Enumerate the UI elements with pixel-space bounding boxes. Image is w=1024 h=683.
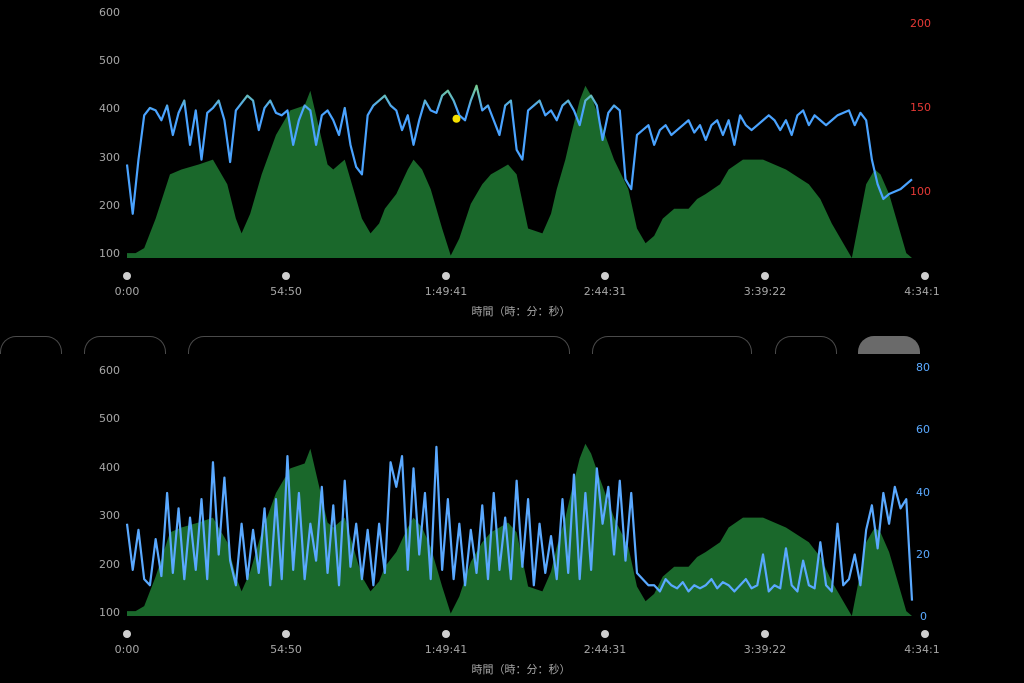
- top-x-dot-2[interactable]: [442, 272, 450, 280]
- bottom-y-left-tick-500: 500: [99, 412, 120, 425]
- top-y-right-tick-100: 100: [910, 185, 931, 198]
- range-pill-1[interactable]: [0, 336, 62, 354]
- range-pill-5[interactable]: [775, 336, 837, 354]
- bottom-y-right-axis: 80 60 40 20 0: [916, 361, 930, 623]
- top-x-dot-0[interactable]: [123, 272, 131, 280]
- top-y-left-tick-300: 300: [99, 151, 120, 164]
- bottom-x-axis: 0:00 54:50 1:49:41 2:44:31 3:39:22 4:34:…: [115, 630, 940, 676]
- bottom-x-dot-5[interactable]: [921, 630, 929, 638]
- bottom-x-tick-4: 3:39:22: [744, 643, 786, 656]
- top-y-left-axis: 600 500 400 300 200 100: [99, 6, 120, 260]
- bottom-x-tick-3: 2:44:31: [584, 643, 626, 656]
- top-y-right-axis: 200 150 100: [910, 17, 931, 198]
- bottom-y-right-tick-60: 60: [916, 423, 930, 436]
- top-x-tick-2: 1:49:41: [425, 285, 467, 298]
- top-y-right-tick-150: 150: [910, 101, 931, 114]
- bottom-y-left-axis: 600 500 400 300 200 100: [99, 364, 120, 619]
- top-y-left-tick-600: 600: [99, 6, 120, 19]
- range-pill-2[interactable]: [84, 336, 166, 354]
- top-x-dot-3[interactable]: [601, 272, 609, 280]
- bottom-y-right-tick-40: 40: [916, 486, 930, 499]
- bottom-x-tick-1: 54:50: [270, 643, 302, 656]
- range-pill-4[interactable]: [592, 336, 752, 354]
- bottom-x-dot-3[interactable]: [601, 630, 609, 638]
- top-x-tick-4: 3:39:22: [744, 285, 786, 298]
- top-x-tick-1: 54:50: [270, 285, 302, 298]
- top-y-left-tick-200: 200: [99, 199, 120, 212]
- bottom-x-dot-4[interactable]: [761, 630, 769, 638]
- bottom-y-left-tick-400: 400: [99, 461, 120, 474]
- chart0-marker-0[interactable]: [452, 114, 461, 123]
- chart1-series-1-line: [125, 445, 914, 601]
- bottom-y-right-tick-80: 80: [916, 361, 930, 374]
- top-y-left-tick-400: 400: [99, 102, 120, 115]
- bottom-x-dot-2[interactable]: [442, 630, 450, 638]
- top-y-left-tick-500: 500: [99, 54, 120, 67]
- bottom-y-right-tick-20: 20: [916, 548, 930, 561]
- top-y-right-tick-200: 200: [910, 17, 931, 30]
- bottom-x-axis-title: 時間（時：分：秒）: [472, 662, 571, 676]
- bottom-y-left-tick-100: 100: [99, 606, 120, 619]
- bottom-y-right-tick-0: 0: [920, 610, 927, 623]
- bottom-y-left-tick-200: 200: [99, 558, 120, 571]
- bottom-x-tick-2: 1:49:41: [425, 643, 467, 656]
- top-x-tick-3: 2:44:31: [584, 285, 626, 298]
- chart1-series-0-area: [127, 443, 912, 616]
- range-pill-3[interactable]: [188, 336, 570, 354]
- top-x-axis-title: 時間（時：分：秒）: [472, 304, 571, 318]
- bottom-x-dot-1[interactable]: [282, 630, 290, 638]
- range-pill-6[interactable]: [858, 336, 920, 354]
- bottom-x-tick-0: 0:00: [115, 643, 140, 656]
- top-x-dot-1[interactable]: [282, 272, 290, 280]
- top-x-tick-0: 0:00: [115, 285, 140, 298]
- top-x-dot-4[interactable]: [761, 272, 769, 280]
- top-plot-area: [125, 84, 913, 258]
- top-x-tick-5: 4:34:1: [904, 285, 939, 298]
- chart0-series-0-area: [127, 85, 912, 258]
- bottom-x-dot-0[interactable]: [123, 630, 131, 638]
- top-x-dot-5[interactable]: [921, 272, 929, 280]
- bottom-x-tick-5: 4:34:1: [904, 643, 939, 656]
- chart0-series-1-line: [125, 84, 913, 215]
- bottom-plot-area: [125, 443, 914, 616]
- top-x-axis: 0:00 54:50 1:49:41 2:44:31 3:39:22 4:34:…: [115, 272, 940, 318]
- top-chart: 600 500 400 300 200 100 200 150 100 0:00…: [99, 6, 940, 318]
- bottom-y-left-tick-600: 600: [99, 364, 120, 377]
- top-y-left-tick-100: 100: [99, 247, 120, 260]
- bottom-y-left-tick-300: 300: [99, 509, 120, 522]
